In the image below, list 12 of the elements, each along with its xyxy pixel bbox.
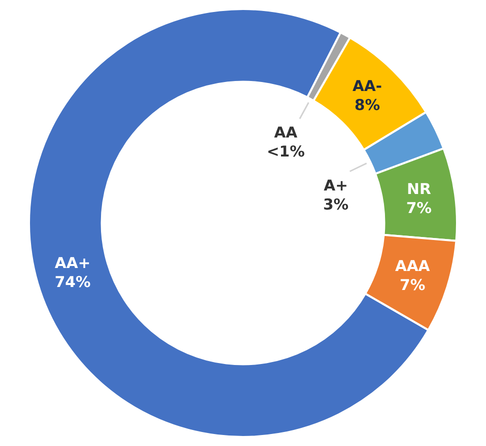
slice-label: AA+ <box>54 254 91 272</box>
data-label: 8% <box>354 96 380 114</box>
data-label: 74% <box>54 273 91 292</box>
data-label: 7% <box>406 198 432 217</box>
slice-label: NR <box>406 180 432 198</box>
slice-label: AAA <box>395 257 430 276</box>
data-label: 3% <box>323 195 349 214</box>
slice-label: A+ <box>324 176 348 194</box>
slice-label: AA <box>274 124 298 142</box>
slice-label: AA- <box>352 76 382 95</box>
data-label: 7% <box>400 276 426 294</box>
data-label: <1% <box>266 142 305 161</box>
